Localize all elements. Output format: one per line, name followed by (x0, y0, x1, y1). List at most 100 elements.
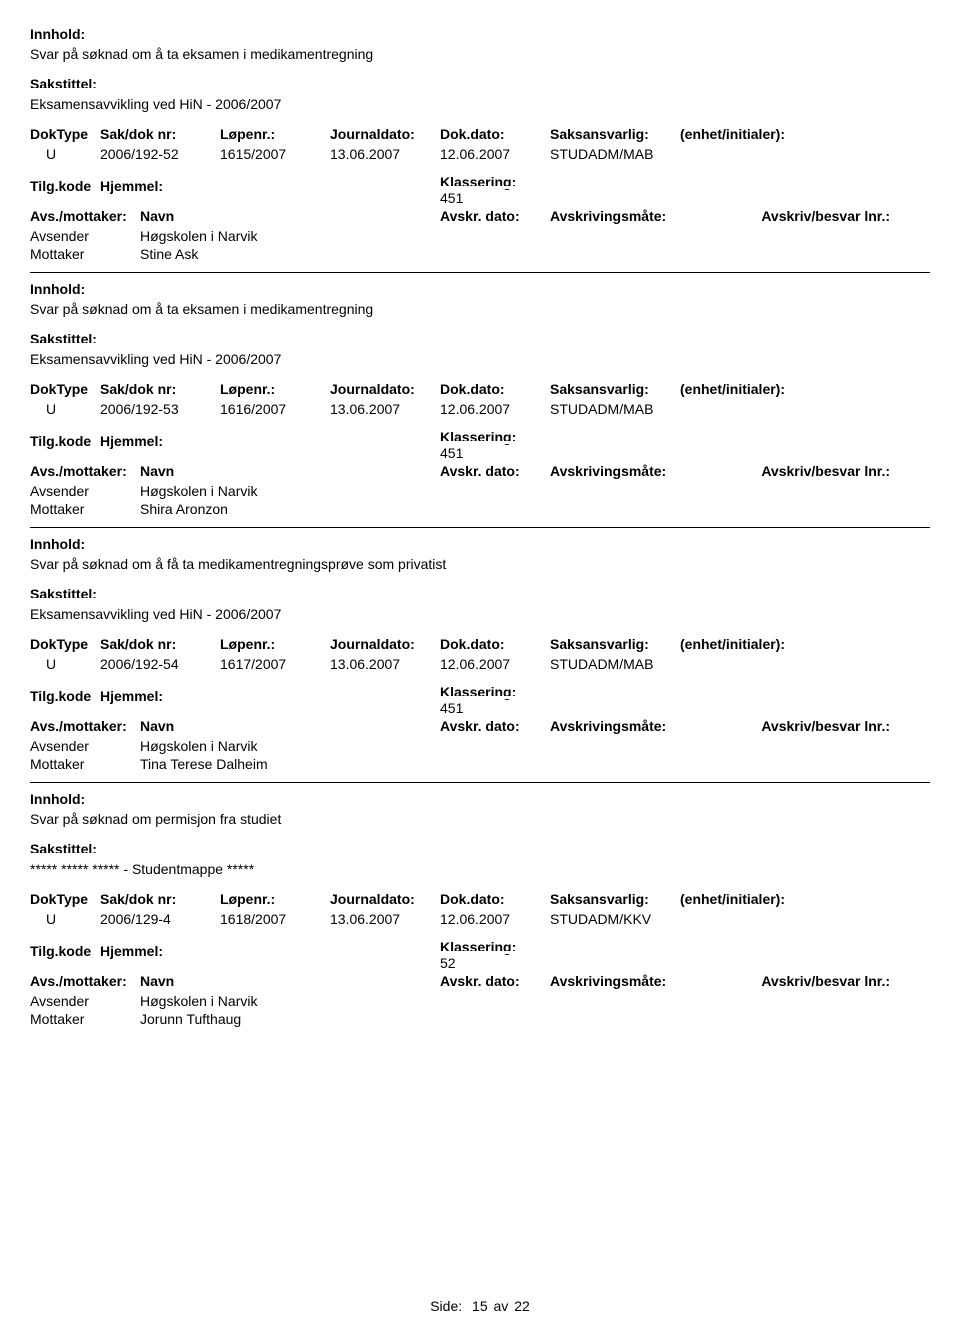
sakdok-header: Sak/dok nr: (100, 381, 220, 397)
avskrivingsmaate-header: Avskrivingsmåte: (550, 973, 710, 989)
sakdok-value: 2006/129-4 (100, 911, 220, 927)
saksansvarlig-value: STUDADM/MAB (550, 146, 680, 162)
mottaker-header-row: Avs./mottaker: Navn Avskr. dato: Avskriv… (30, 463, 930, 479)
sakstittel-value: Eksamensavvikling ved HiN - 2006/2007 (30, 606, 930, 622)
avskrdato-header: Avskr. dato: (440, 208, 550, 224)
tilgkode-label: Tilg.kode (30, 943, 100, 959)
innhold-value: Svar på søknad om permisjon fra studiet (30, 811, 930, 827)
journal-record: Innhold: Svar på søknad om å ta eksamen … (30, 272, 930, 527)
avsender-row: Avsender Høgskolen i Narvik (30, 483, 930, 499)
saksansvarlig-value: STUDADM/KKV (550, 911, 680, 927)
journaldato-value: 13.06.2007 (330, 401, 440, 417)
mottaker-label: Mottaker (30, 756, 140, 772)
lopenr-header: Løpenr.: (220, 126, 330, 142)
avsender-value: Høgskolen i Narvik (140, 738, 540, 754)
sakstittel-label: Sakstittel: (30, 331, 930, 347)
avsender-row: Avsender Høgskolen i Narvik (30, 228, 930, 244)
avsender-row: Avsender Høgskolen i Narvik (30, 993, 930, 1009)
dokdato-header: Dok.dato: (440, 381, 550, 397)
page-footer: Side: 15 av 22 (0, 1298, 960, 1314)
avsender-label: Avsender (30, 738, 140, 754)
mottaker-label: Mottaker (30, 246, 140, 262)
lopenr-header: Løpenr.: (220, 381, 330, 397)
dokdato-header: Dok.dato: (440, 891, 550, 907)
innhold-value: Svar på søknad om å ta eksamen i medikam… (30, 46, 930, 62)
mottaker-header-row: Avs./mottaker: Navn Avskr. dato: Avskriv… (30, 973, 930, 989)
navn-header: Navn (140, 718, 440, 734)
doktype-header: DokType (30, 126, 100, 142)
sakstittel-label: Sakstittel: (30, 586, 930, 602)
doktype-header: DokType (30, 381, 100, 397)
footer-total-pages: 22 (514, 1298, 530, 1314)
lopenr-header: Løpenr.: (220, 891, 330, 907)
footer-separator: av (494, 1298, 509, 1314)
innhold-value: Svar på søknad om å få ta medikamentregn… (30, 556, 930, 572)
lopenr-header: Løpenr.: (220, 636, 330, 652)
journaldato-header: Journaldato: (330, 381, 440, 397)
record-data-row: U 2006/192-52 1615/2007 13.06.2007 12.06… (30, 146, 930, 162)
hjemmel-label: Hjemmel: (100, 433, 190, 449)
record-data-row: U 2006/192-53 1616/2007 13.06.2007 12.06… (30, 401, 930, 417)
saksansvarlig-value: STUDADM/MAB (550, 401, 680, 417)
innhold-label: Innhold: (30, 281, 930, 297)
mottaker-header-row: Avs./mottaker: Navn Avskr. dato: Avskriv… (30, 208, 930, 224)
saksansvarlig-header: Saksansvarlig: (550, 381, 680, 397)
doktype-header: DokType (30, 891, 100, 907)
enhet-header: (enhet/initialer): (680, 636, 840, 652)
sakstittel-label: Sakstittel: (30, 841, 930, 857)
record-data-row: U 2006/129-4 1618/2007 13.06.2007 12.06.… (30, 911, 930, 927)
dokdato-header: Dok.dato: (440, 126, 550, 142)
saksansvarlig-header: Saksansvarlig: (550, 126, 680, 142)
avsmottaker-header: Avs./mottaker: (30, 718, 140, 734)
avskrdato-header: Avskr. dato: (440, 463, 550, 479)
mottaker-header-row: Avs./mottaker: Navn Avskr. dato: Avskriv… (30, 718, 930, 734)
innhold-value: Svar på søknad om å ta eksamen i medikam… (30, 301, 930, 317)
sakstittel-value: Eksamensavvikling ved HiN - 2006/2007 (30, 96, 930, 112)
innhold-label: Innhold: (30, 26, 930, 42)
klassering-label: Klassering: (440, 684, 930, 700)
record-header-row: DokType Sak/dok nr: Løpenr.: Journaldato… (30, 381, 930, 397)
journaldato-value: 13.06.2007 (330, 911, 440, 927)
avsender-label: Avsender (30, 228, 140, 244)
sakdok-header: Sak/dok nr: (100, 126, 220, 142)
doktype-header: DokType (30, 636, 100, 652)
avsender-value: Høgskolen i Narvik (140, 993, 540, 1009)
navn-header: Navn (140, 463, 440, 479)
avsmottaker-header: Avs./mottaker: (30, 208, 140, 224)
avskrdato-header: Avskr. dato: (440, 718, 550, 734)
sakdok-value: 2006/192-52 (100, 146, 220, 162)
footer-side-label: Side: (430, 1298, 462, 1314)
record-header-row: DokType Sak/dok nr: Løpenr.: Journaldato… (30, 126, 930, 142)
avsender-value: Høgskolen i Narvik (140, 228, 540, 244)
footer-current-page: 15 (472, 1298, 488, 1314)
avskrivbesvar-header: Avskriv/besvar lnr.: (710, 718, 890, 734)
enhet-header: (enhet/initialer): (680, 126, 840, 142)
journaldato-header: Journaldato: (330, 126, 440, 142)
avskrivingsmaate-header: Avskrivingsmåte: (550, 718, 710, 734)
dokdato-value: 12.06.2007 (440, 401, 550, 417)
tilgkode-label: Tilg.kode (30, 178, 100, 194)
innhold-label: Innhold: (30, 791, 930, 807)
avsender-label: Avsender (30, 993, 140, 1009)
mottaker-row: Mottaker Jorunn Tufthaug (30, 1011, 930, 1027)
doktype-value: U (30, 401, 100, 417)
dokdato-header: Dok.dato: (440, 636, 550, 652)
record-header-row: DokType Sak/dok nr: Løpenr.: Journaldato… (30, 636, 930, 652)
sakdok-header: Sak/dok nr: (100, 891, 220, 907)
avskrivbesvar-header: Avskriv/besvar lnr.: (710, 208, 890, 224)
avskrivingsmaate-header: Avskrivingsmåte: (550, 463, 710, 479)
record-header-row: DokType Sak/dok nr: Løpenr.: Journaldato… (30, 891, 930, 907)
avsmottaker-header: Avs./mottaker: (30, 973, 140, 989)
avsender-label: Avsender (30, 483, 140, 499)
avsender-row: Avsender Høgskolen i Narvik (30, 738, 930, 754)
lopenr-value: 1617/2007 (220, 656, 330, 672)
journaldato-header: Journaldato: (330, 891, 440, 907)
journaldato-value: 13.06.2007 (330, 656, 440, 672)
dokdato-value: 12.06.2007 (440, 146, 550, 162)
journal-record: Innhold: Svar på søknad om å ta eksamen … (30, 18, 930, 272)
tilgkode-label: Tilg.kode (30, 688, 100, 704)
sakstittel-label: Sakstittel: (30, 76, 930, 92)
lopenr-value: 1618/2007 (220, 911, 330, 927)
mottaker-value: Jorunn Tufthaug (140, 1011, 540, 1027)
doktype-value: U (30, 656, 100, 672)
